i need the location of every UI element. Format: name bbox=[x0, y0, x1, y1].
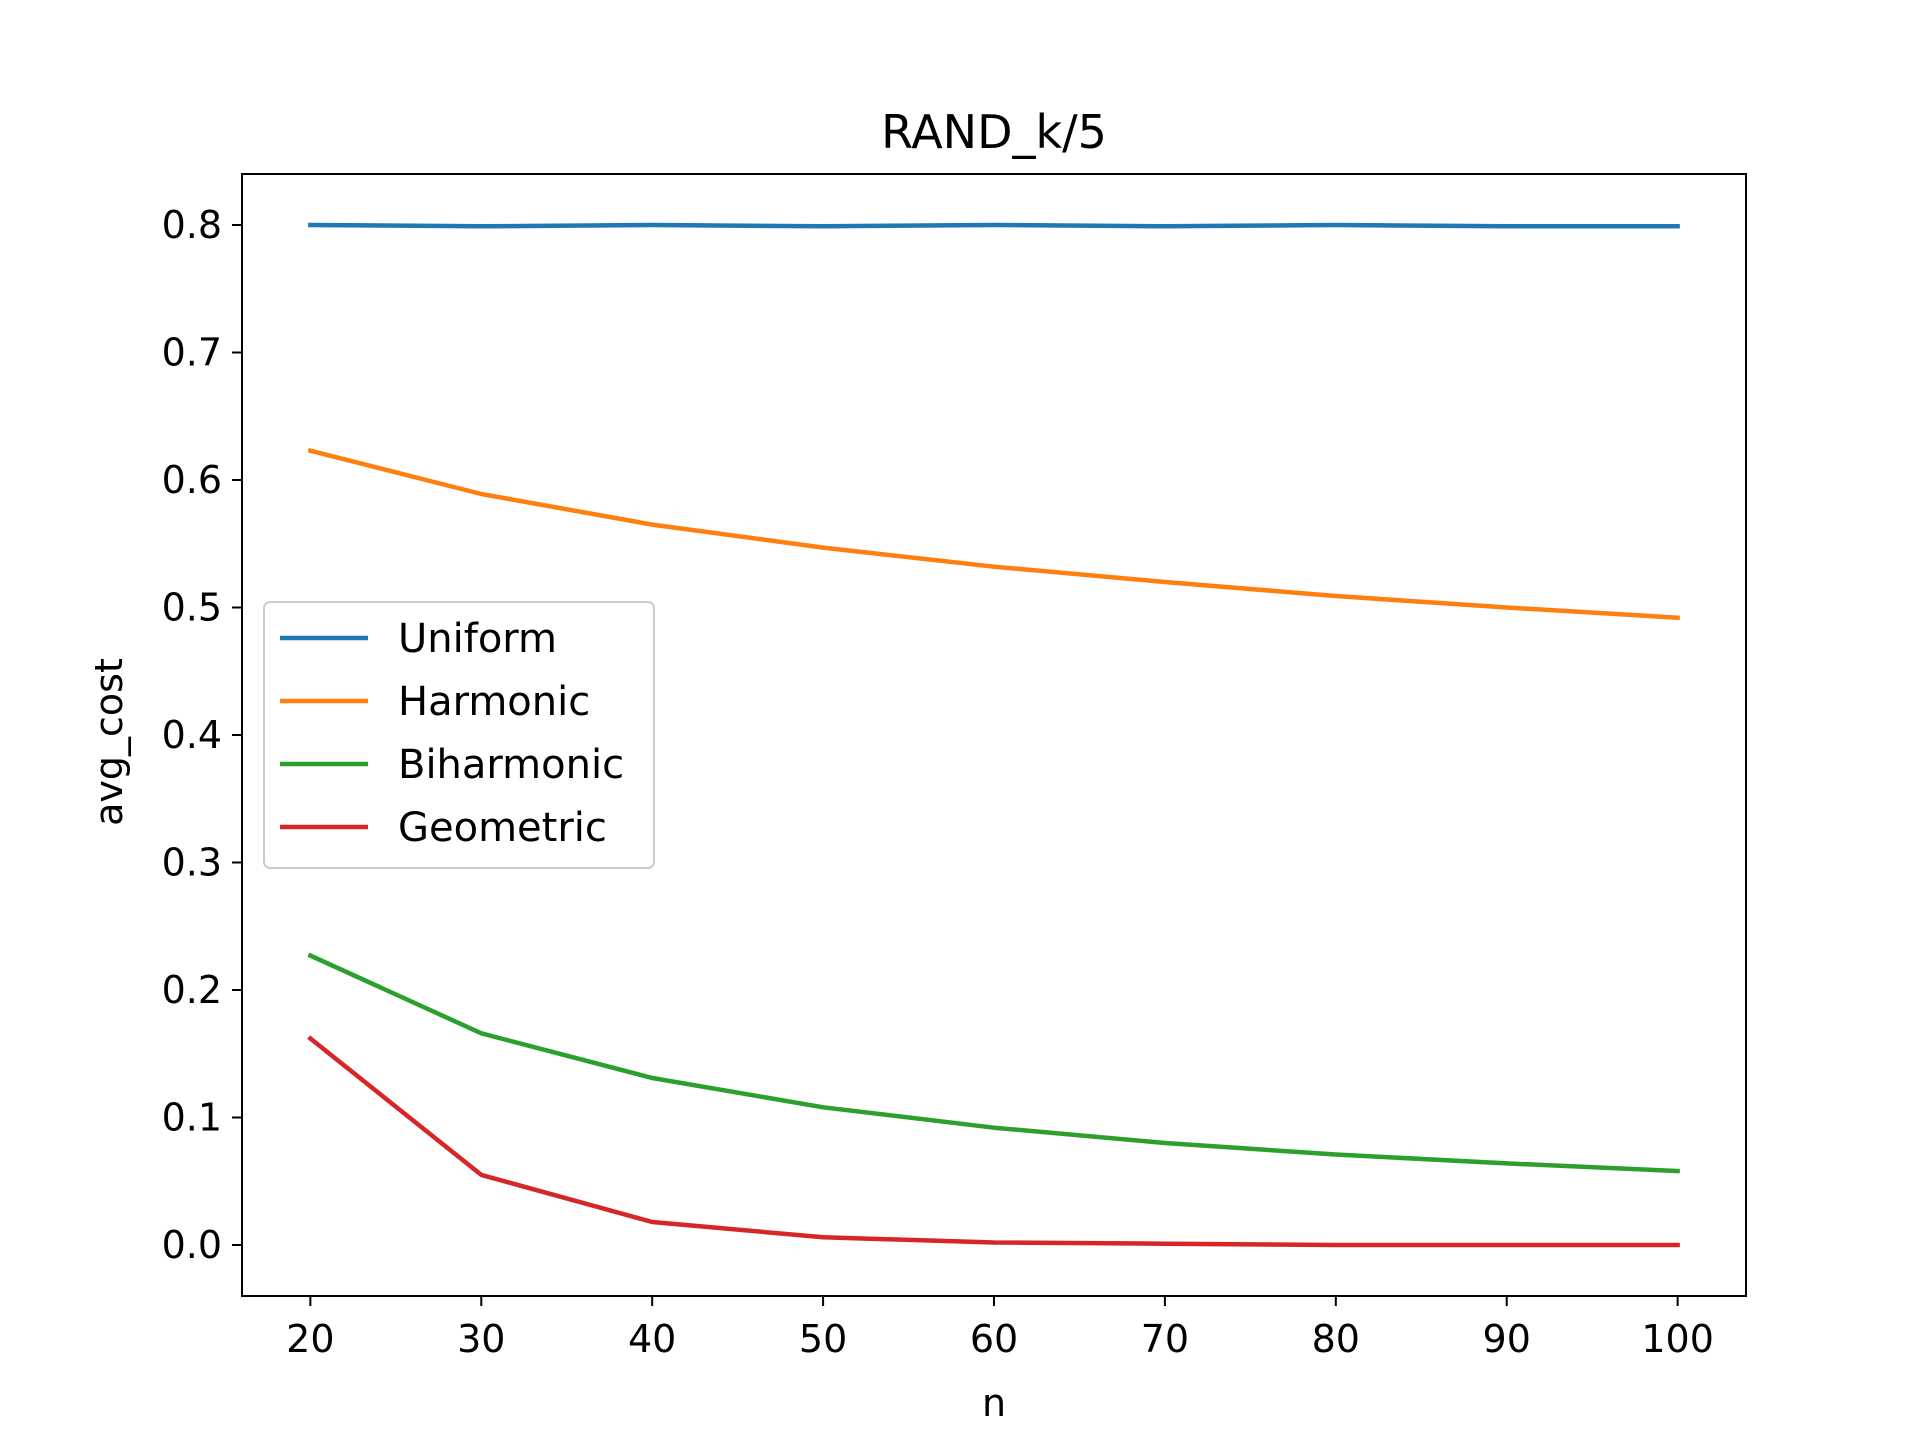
x-tick-label: 50 bbox=[799, 1317, 847, 1361]
plot-area bbox=[241, 173, 1747, 1297]
x-tick-label: 90 bbox=[1483, 1317, 1531, 1361]
y-tick-label: 0.2 bbox=[162, 968, 222, 1012]
series-line-uniform bbox=[308, 222, 1680, 229]
legend: Uniform Harmonic Biharmonic Geometric bbox=[263, 601, 655, 869]
legend-label-uniform: Uniform bbox=[398, 616, 557, 662]
y-tick-label: 0.8 bbox=[162, 203, 222, 247]
x-axis-title: n bbox=[982, 1381, 1006, 1425]
chart-title: RAND_k/5 bbox=[881, 105, 1107, 159]
x-tick-label: 60 bbox=[970, 1317, 1018, 1361]
legend-box bbox=[263, 601, 655, 869]
x-tick-label: 80 bbox=[1312, 1317, 1360, 1361]
series-line-harmonic bbox=[307, 447, 1680, 621]
y-tick-label: 0.1 bbox=[162, 1096, 222, 1140]
y-tick-label: 0.4 bbox=[162, 713, 222, 757]
legend-label-geometric: Geometric bbox=[398, 805, 607, 851]
legend-label-harmonic: Harmonic bbox=[398, 679, 590, 725]
series-line-biharmonic bbox=[307, 952, 1680, 1174]
y-tick-label: 0.3 bbox=[162, 841, 222, 885]
y-axis-title: avg_cost bbox=[87, 658, 131, 826]
y-tick-label: 0.7 bbox=[162, 331, 222, 375]
x-tick-label: 40 bbox=[628, 1317, 676, 1361]
x-tick-label: 100 bbox=[1641, 1317, 1714, 1361]
x-axis: 20 30 40 50 60 70 80 90 100 bbox=[286, 1296, 1714, 1361]
y-tick-label: 0.6 bbox=[162, 458, 222, 502]
legend-label-biharmonic: Biharmonic bbox=[398, 742, 624, 788]
x-tick-label: 70 bbox=[1141, 1317, 1189, 1361]
y-tick-label: 0.5 bbox=[162, 586, 222, 630]
x-tick-label: 30 bbox=[457, 1317, 505, 1361]
x-tick-label: 20 bbox=[286, 1317, 334, 1361]
series-line-geometric bbox=[307, 1035, 1680, 1248]
y-tick-label: 0.0 bbox=[162, 1223, 222, 1267]
y-axis: 0.0 0.1 0.2 0.3 0.4 0.5 0.6 0.7 0.8 bbox=[162, 203, 242, 1267]
